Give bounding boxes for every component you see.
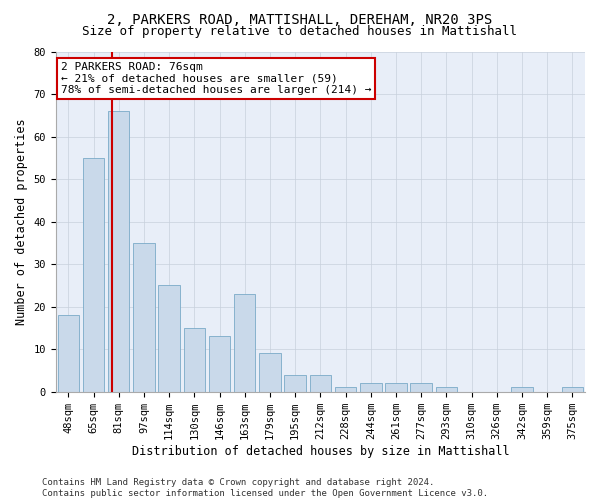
Bar [58,315,79,392]
Bar [562,388,583,392]
Bar [335,388,356,392]
Text: Size of property relative to detached houses in Mattishall: Size of property relative to detached ho… [83,25,517,38]
Bar [310,374,331,392]
Text: Contains HM Land Registry data © Crown copyright and database right 2024.
Contai: Contains HM Land Registry data © Crown c… [42,478,488,498]
Bar [436,388,457,392]
Text: 2, PARKERS ROAD, MATTISHALL, DEREHAM, NR20 3PS: 2, PARKERS ROAD, MATTISHALL, DEREHAM, NR… [107,12,493,26]
Text: 2 PARKERS ROAD: 76sqm
← 21% of detached houses are smaller (59)
78% of semi-deta: 2 PARKERS ROAD: 76sqm ← 21% of detached … [61,62,371,95]
Bar [184,328,205,392]
Bar [385,383,407,392]
Bar [511,388,533,392]
Y-axis label: Number of detached properties: Number of detached properties [15,118,28,325]
Bar [284,374,306,392]
Bar [133,243,155,392]
Bar [360,383,382,392]
Bar [234,294,256,392]
Bar [259,354,281,392]
Bar [209,336,230,392]
Bar [158,286,180,392]
Bar [83,158,104,392]
X-axis label: Distribution of detached houses by size in Mattishall: Distribution of detached houses by size … [131,444,509,458]
Bar [410,383,432,392]
Bar [108,111,130,392]
